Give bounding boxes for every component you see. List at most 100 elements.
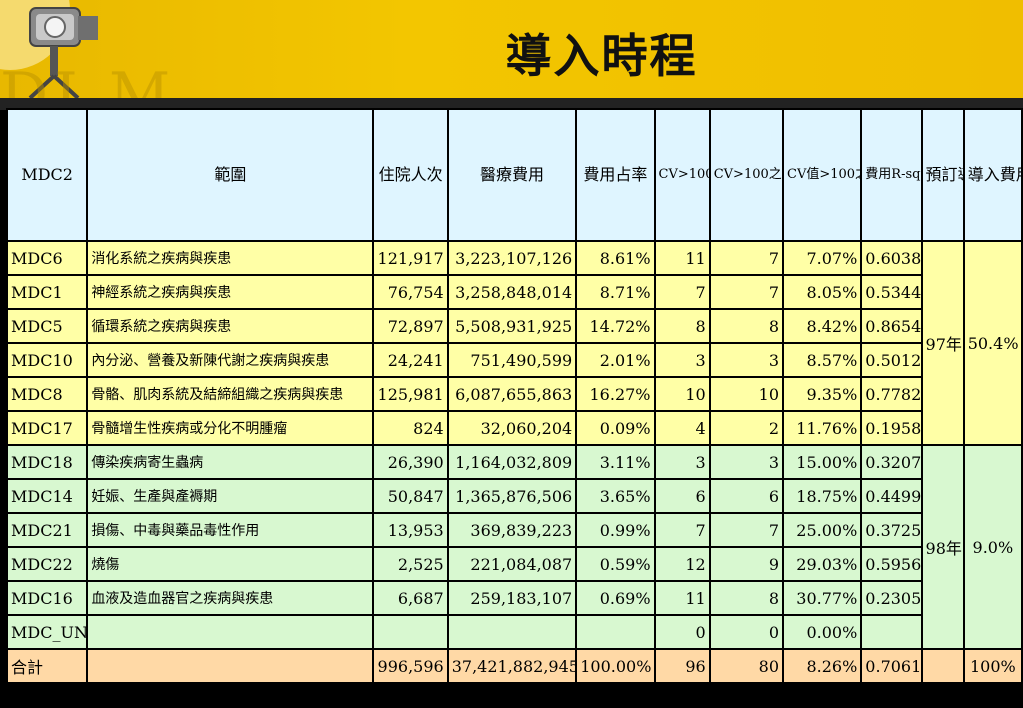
cell-range: 妊娠、生產與產褥期	[86, 478, 375, 514]
cell-cv: 8	[653, 308, 711, 344]
cell-r2: 0.5956	[860, 546, 923, 582]
cell-share-total: 9.0%	[962, 444, 1023, 650]
cell-range: 骨骼、肌肉系統及結締組織之疾病與疾患	[86, 376, 375, 412]
col-cv-drg-excl: CV>100之DRG數(扣除case<20者)	[708, 108, 785, 242]
header-divider	[0, 98, 1023, 110]
cell-code: MDC17	[5, 410, 89, 446]
table-row: MDC16 血液及造血器官之疾病與疾患 6,687 259,183,107 0.69% 1…	[5, 580, 1022, 616]
header-banner: DI M 導入時程	[0, 0, 1023, 100]
cell-ratio: 0.09%	[575, 410, 656, 446]
col-range: 範圍	[86, 108, 375, 242]
cell-cvr: 30.77%	[781, 580, 863, 616]
col-cost: 醫療費用	[446, 108, 578, 242]
cell-code: MDC8	[5, 376, 89, 412]
cell-cv: 7	[653, 512, 711, 548]
cell-cases	[372, 614, 449, 650]
schedule-table: MDC2 範圍 住院人次 醫療費用 費用占率 CV>100 DRG數 CV>10…	[5, 108, 1023, 684]
cell-cv2: 8	[708, 308, 785, 344]
cell-ratio: 8.61%	[575, 240, 656, 276]
cell-cases: 24,241	[372, 342, 449, 378]
cell-cv: 3	[653, 444, 711, 480]
cell-ratio: 14.72%	[575, 308, 656, 344]
cell-cv: 6	[653, 478, 711, 514]
cell-ratio: 3.11%	[575, 444, 656, 480]
cell-cost: 751,490,599	[446, 342, 578, 378]
cell-code: MDC6	[5, 240, 89, 276]
total-cell-code: 合計	[5, 648, 89, 684]
cell-share-total: 50.4%	[962, 240, 1023, 446]
cell-cv2: 3	[708, 444, 785, 480]
cell-cost: 1,365,876,506	[446, 478, 578, 514]
table-row: MDC18 傳染疾病寄生蟲病 26,390 1,164,032,809 3.11% 3 3 1…	[5, 444, 1023, 650]
cell-cost: 369,839,223	[446, 512, 578, 548]
cell-range	[86, 614, 375, 650]
cell-cv: 0	[653, 614, 711, 650]
table-row: MDC_UN 0 0 0.00%	[5, 614, 1022, 650]
cell-cv: 11	[653, 580, 711, 616]
cell-cvr: 9.35%	[781, 376, 863, 412]
cell-range: 傳染疾病寄生蟲病	[86, 444, 375, 480]
cell-cost: 221,084,087	[446, 546, 578, 582]
cell-cases: 50,847	[372, 478, 449, 514]
total-cell-range	[86, 648, 375, 684]
cell-r2: 0.7782	[860, 376, 923, 412]
cell-cvr: 25.00%	[781, 512, 863, 548]
total-cell-ratio: 100.00%	[575, 648, 656, 684]
cell-ratio: 3.65%	[575, 478, 656, 514]
cell-cvr: 8.05%	[781, 274, 863, 310]
cell-ratio: 0.59%	[575, 546, 656, 582]
cell-r2: 0.3207	[860, 444, 923, 480]
cell-cvr: 7.07%	[781, 240, 863, 276]
cell-cost: 6,087,655,863	[446, 376, 578, 412]
cell-cases: 2,525	[372, 546, 449, 582]
cell-code: MDC22	[5, 546, 89, 582]
cell-schedule-year: 97年	[920, 240, 965, 446]
cell-cvr: 11.76%	[781, 410, 863, 446]
background-watermark: DI M	[0, 60, 177, 100]
cell-cv2: 2	[708, 410, 785, 446]
cell-cases: 26,390	[372, 444, 449, 480]
spotlight-icon	[0, 0, 98, 100]
cell-r2: 0.5344	[860, 274, 923, 310]
cell-cv: 7	[653, 274, 711, 310]
table-row: MDC17 骨髓增生性疾病或分化不明腫瘤 824 32,060,204 0.09% 4 2 1…	[5, 410, 1022, 446]
cell-code: MDC1	[5, 274, 89, 310]
total-cell-cv2: 80	[708, 648, 785, 684]
cell-cv2: 3	[708, 342, 785, 378]
cell-cv2: 7	[708, 512, 785, 548]
total-cell-year	[920, 648, 965, 684]
cell-code: MDC21	[5, 512, 89, 548]
cell-cost: 3,223,107,126	[446, 240, 578, 276]
cell-ratio: 8.71%	[575, 274, 656, 310]
cell-cvr: 8.42%	[781, 308, 863, 344]
total-cell-r2: 0.7061	[860, 648, 923, 684]
cell-cv: 12	[653, 546, 711, 582]
cell-range: 血液及造血器官之疾病與疾患	[86, 580, 375, 616]
cell-r2: 0.6038	[860, 240, 923, 276]
header-gradient	[0, 0, 1023, 100]
table-row: MDC1 神經系統之疾病與疾患 76,754 3,258,848,014 8.71% 7 7…	[5, 274, 1022, 310]
cell-range: 骨髓增生性疾病或分化不明腫瘤	[86, 410, 375, 446]
cell-ratio: 16.27%	[575, 376, 656, 412]
header-row: MDC2 範圍 住院人次 醫療費用 費用占率 CV>100 DRG數 CV>10…	[5, 108, 1023, 242]
col-r-square: 費用R-square值	[860, 108, 923, 242]
cell-cv2: 7	[708, 274, 785, 310]
total-row: 合計 996,596 37,421,882,945 100.00% 96 80 8.26% 0…	[5, 648, 1023, 684]
cell-range: 損傷、中毒與藥品毒性作用	[86, 512, 375, 548]
cell-range: 消化系統之疾病與疾患	[86, 240, 375, 276]
cell-cv: 3	[653, 342, 711, 378]
cell-range: 循環系統之疾病與疾患	[86, 308, 375, 344]
col-cv-ratio: CV值>100之DRG數(扣除case<20者)之占率	[781, 108, 863, 242]
col-share-total: 導入費用占率合計	[962, 108, 1023, 242]
cell-r2: 0.1958	[860, 410, 923, 446]
cell-cv2: 0	[708, 614, 785, 650]
cell-ratio: 2.01%	[575, 342, 656, 378]
cell-r2: 0.8654	[860, 308, 923, 344]
cell-code: MDC14	[5, 478, 89, 514]
cell-range: 內分泌、營養及新陳代謝之疾病與疾患	[86, 342, 375, 378]
cell-cases: 824	[372, 410, 449, 446]
page-title: 導入時程	[505, 29, 698, 83]
cell-r2: 0.5012	[860, 342, 923, 378]
table-row: MDC5 循環系統之疾病與疾患 72,897 5,508,931,925 14.72% 8…	[5, 308, 1022, 344]
cell-ratio	[575, 614, 656, 650]
